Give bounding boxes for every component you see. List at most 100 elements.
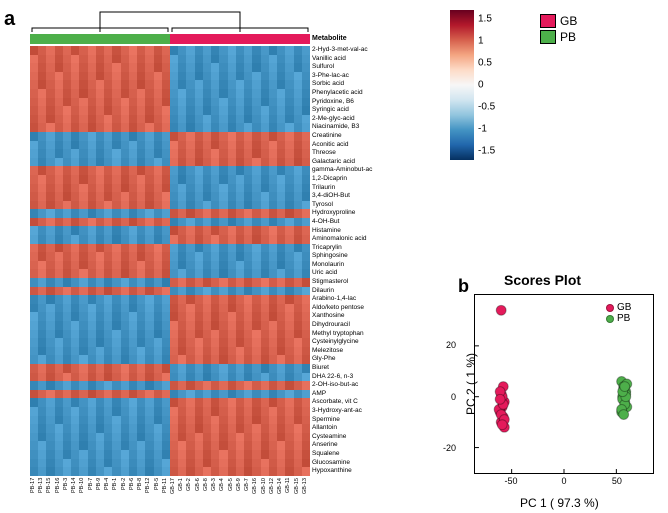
heatmap-cell bbox=[154, 141, 162, 150]
heatmap-cell bbox=[285, 226, 293, 235]
heatmap-cell bbox=[55, 89, 63, 98]
heatmap-cell bbox=[178, 373, 186, 382]
heatmap-cell bbox=[88, 209, 96, 218]
heatmap-cell bbox=[55, 192, 63, 201]
heatmap-cell bbox=[252, 123, 260, 132]
heatmap-cell bbox=[79, 287, 87, 296]
heatmap-cell bbox=[88, 390, 96, 399]
heatmap-cell bbox=[137, 364, 145, 373]
scatter-legend-item: GB bbox=[606, 302, 631, 313]
heatmap-cell bbox=[154, 347, 162, 356]
heatmap-cell bbox=[63, 295, 71, 304]
heatmap-cell bbox=[162, 416, 170, 425]
heatmap-cell bbox=[145, 355, 153, 364]
heatmap-cell bbox=[38, 278, 46, 287]
heatmap-cell bbox=[195, 55, 203, 64]
heatmap-cell bbox=[55, 46, 63, 55]
heatmap-cell bbox=[154, 261, 162, 270]
heatmap-cell bbox=[219, 63, 227, 72]
heatmap-cell bbox=[162, 115, 170, 124]
heatmap-cell bbox=[195, 381, 203, 390]
heatmap-cell bbox=[261, 416, 269, 425]
heatmap-cell bbox=[170, 46, 178, 55]
heatmap-cell bbox=[112, 347, 120, 356]
col-group-cell bbox=[30, 34, 38, 44]
heatmap-cell bbox=[162, 98, 170, 107]
heatmap-cell bbox=[170, 407, 178, 416]
heatmap-cell bbox=[211, 261, 219, 270]
heatmap-cell bbox=[244, 209, 252, 218]
heatmap-cell bbox=[46, 459, 54, 468]
heatmap-cell bbox=[178, 46, 186, 55]
heatmap-cell bbox=[63, 304, 71, 313]
heatmap-cell bbox=[112, 269, 120, 278]
heatmap-cell bbox=[170, 209, 178, 218]
heatmap-cell bbox=[178, 433, 186, 442]
heatmap-cell bbox=[96, 149, 104, 158]
heatmap-row bbox=[30, 330, 310, 339]
heatmap-cell bbox=[154, 269, 162, 278]
heatmap-cell bbox=[63, 226, 71, 235]
heatmap-cell bbox=[55, 278, 63, 287]
heatmap-cell bbox=[186, 55, 194, 64]
heatmap-cell bbox=[269, 295, 277, 304]
heatmap-cell bbox=[38, 398, 46, 407]
heatmap-cell bbox=[71, 373, 79, 382]
heatmap-cell bbox=[269, 381, 277, 390]
heatmap-cell bbox=[277, 55, 285, 64]
heatmap-cell bbox=[129, 467, 137, 476]
heatmap-cell bbox=[186, 149, 194, 158]
heatmap-cell bbox=[137, 269, 145, 278]
heatmap-cell bbox=[285, 407, 293, 416]
heatmap-cell bbox=[302, 467, 310, 476]
row-label: Galactaric acid bbox=[312, 158, 418, 167]
heatmap-row bbox=[30, 416, 310, 425]
heatmap-cell bbox=[195, 209, 203, 218]
heatmap-cell bbox=[203, 63, 211, 72]
heatmap-cell bbox=[79, 321, 87, 330]
heatmap-cell bbox=[269, 373, 277, 382]
heatmap-cell bbox=[219, 347, 227, 356]
heatmap-row bbox=[30, 355, 310, 364]
heatmap-cell bbox=[186, 184, 194, 193]
heatmap-cell bbox=[154, 459, 162, 468]
heatmap-cell bbox=[46, 72, 54, 81]
heatmap-cell bbox=[261, 424, 269, 433]
heatmap-cell bbox=[252, 98, 260, 107]
heatmap-row bbox=[30, 141, 310, 150]
heatmap-cell bbox=[261, 364, 269, 373]
heatmap-cell bbox=[55, 287, 63, 296]
heatmap-cell bbox=[285, 398, 293, 407]
heatmap-cell bbox=[269, 321, 277, 330]
heatmap-cell bbox=[186, 450, 194, 459]
heatmap-cell bbox=[79, 132, 87, 141]
heatmap-cell bbox=[170, 295, 178, 304]
heatmap-cell bbox=[104, 226, 112, 235]
heatmap-cell bbox=[211, 441, 219, 450]
heatmap-cell bbox=[88, 235, 96, 244]
heatmap-cell bbox=[277, 390, 285, 399]
y-tick: 20 bbox=[446, 340, 456, 350]
heatmap-cell bbox=[112, 80, 120, 89]
heatmap-cell bbox=[30, 295, 38, 304]
heatmap-cell bbox=[302, 46, 310, 55]
heatmap-cell bbox=[137, 115, 145, 124]
heatmap-cell bbox=[170, 166, 178, 175]
heatmap-cell bbox=[244, 347, 252, 356]
heatmap-cell bbox=[38, 192, 46, 201]
heatmap-cell bbox=[154, 252, 162, 261]
heatmap-cell bbox=[55, 416, 63, 425]
heatmap-cell bbox=[162, 355, 170, 364]
heatmap-cell bbox=[261, 201, 269, 210]
heatmap-cell bbox=[170, 338, 178, 347]
heatmap-cell bbox=[269, 218, 277, 227]
heatmap-cell bbox=[203, 338, 211, 347]
heatmap-cell bbox=[186, 364, 194, 373]
heatmap-cell bbox=[63, 201, 71, 210]
heatmap-cell bbox=[145, 416, 153, 425]
heatmap-cell bbox=[219, 295, 227, 304]
heatmap-cell bbox=[219, 441, 227, 450]
heatmap-cell bbox=[162, 63, 170, 72]
heatmap-cell bbox=[55, 201, 63, 210]
heatmap-cell bbox=[71, 89, 79, 98]
